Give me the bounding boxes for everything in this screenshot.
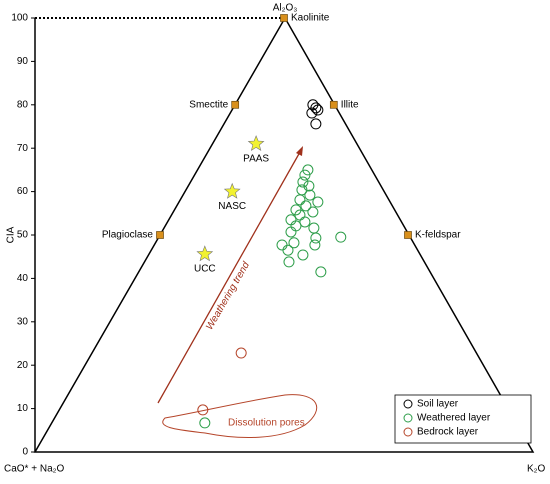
standard-label: UCC	[194, 264, 216, 275]
point	[310, 118, 322, 130]
point	[312, 196, 324, 208]
point	[294, 194, 306, 206]
corner-label: K₂O	[527, 464, 546, 475]
dissolution-outline	[162, 394, 317, 438]
standard-star	[196, 245, 214, 262]
y-tick-label: 80	[17, 99, 29, 110]
y-tick-label: 90	[17, 56, 29, 67]
legend-label: Soil layer	[417, 399, 459, 410]
point	[308, 222, 320, 234]
point	[335, 231, 347, 243]
point	[297, 176, 309, 188]
point	[304, 189, 316, 201]
point	[307, 206, 319, 218]
point	[299, 216, 311, 228]
legend-label: Weathered layer	[417, 413, 491, 424]
mineral-marker	[231, 100, 240, 109]
standard-star	[247, 135, 265, 151]
mineral-marker	[156, 231, 164, 239]
point	[297, 249, 309, 261]
legend-label: Bedrock layer	[417, 427, 479, 438]
point	[315, 266, 327, 278]
mineral-label: Illite	[341, 99, 359, 110]
point	[300, 200, 312, 212]
point	[310, 232, 322, 244]
point	[283, 256, 295, 268]
point	[285, 214, 297, 226]
mineral-marker	[404, 231, 412, 239]
mineral-marker	[280, 14, 288, 22]
y-tick-label: 20	[17, 360, 29, 371]
legend-box	[394, 394, 532, 444]
legend-marker	[403, 413, 413, 423]
point	[302, 164, 314, 176]
mineral-marker	[329, 100, 338, 109]
mineral-label: K-feldspar	[415, 230, 461, 241]
standard-star	[223, 182, 241, 199]
y-tick-label: 40	[17, 273, 29, 284]
point	[288, 237, 300, 249]
point	[309, 239, 321, 251]
y-axis-label: CIA	[6, 226, 17, 243]
point	[235, 347, 247, 359]
annotation: Dissolution pores	[228, 418, 305, 429]
legend-marker	[403, 427, 413, 437]
y-tick-label: 70	[17, 143, 29, 154]
point	[312, 104, 324, 116]
y-tick-label: 0	[22, 447, 28, 458]
standard-label: NASC	[218, 201, 246, 212]
y-tick-label: 100	[11, 13, 28, 24]
y-tick-label: 10	[17, 403, 29, 414]
standard-label: PAAS	[243, 154, 269, 165]
point	[290, 220, 302, 232]
point	[306, 107, 318, 119]
y-tick-label: 60	[17, 186, 29, 197]
mineral-label: Plagioclase	[102, 230, 154, 241]
trend-arrow	[157, 151, 301, 404]
point	[199, 417, 211, 429]
mineral-label: Smectite	[189, 99, 228, 110]
point	[299, 169, 311, 181]
point	[303, 180, 315, 192]
corner-label: CaO* + Na₂O	[4, 464, 65, 475]
legend-marker	[403, 399, 413, 409]
point	[282, 244, 294, 256]
corner-label: Al₂O₃	[273, 3, 298, 14]
point	[197, 404, 209, 416]
mineral-label: Kaolinite	[291, 13, 330, 24]
point	[276, 239, 288, 251]
arrow-head	[296, 146, 303, 156]
y-tick-label: 50	[17, 230, 29, 241]
point	[285, 226, 297, 238]
y-tick-label: 30	[17, 316, 29, 327]
